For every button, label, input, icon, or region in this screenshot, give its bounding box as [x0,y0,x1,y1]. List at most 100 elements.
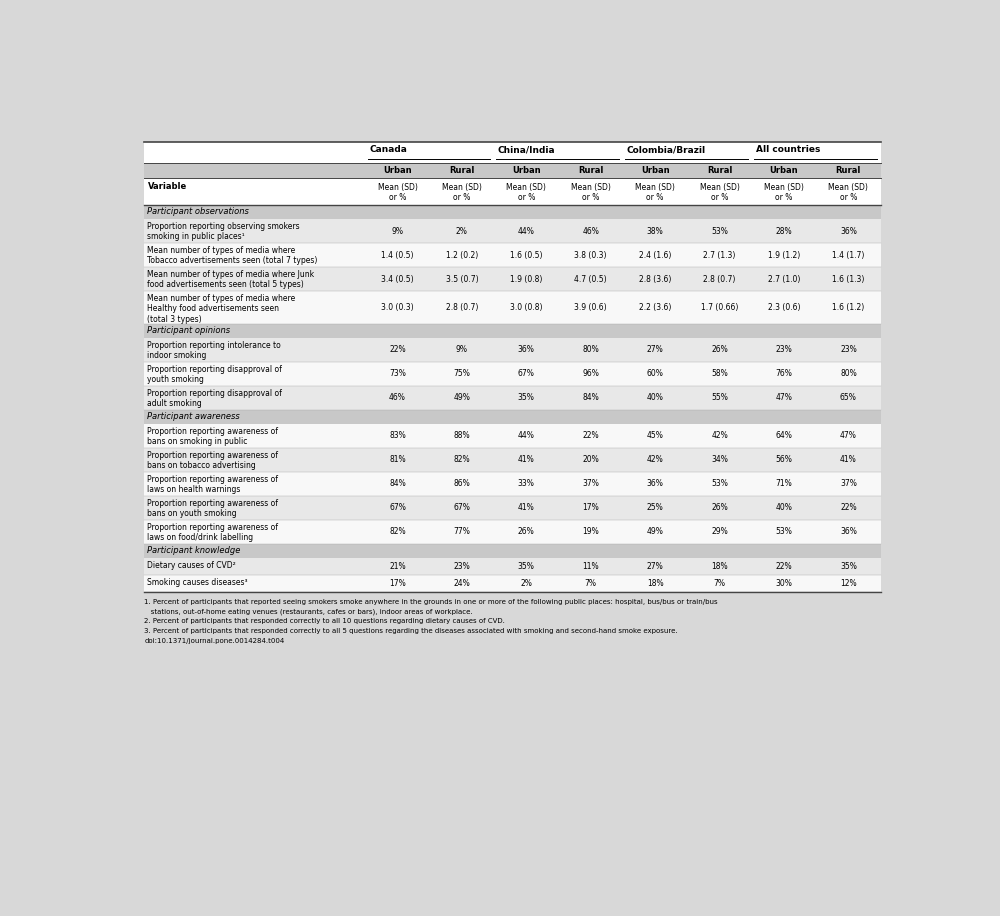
Text: 44%: 44% [518,431,535,441]
Text: Proportion reporting disapproval of
adult smoking: Proportion reporting disapproval of adul… [147,388,282,408]
Text: 35%: 35% [518,562,535,571]
Text: 82%: 82% [389,528,406,536]
Text: 37%: 37% [840,479,857,488]
Text: 45%: 45% [647,431,664,441]
Text: 35%: 35% [840,562,857,571]
Text: 46%: 46% [582,227,599,235]
Text: Participant opinions: Participant opinions [147,326,231,334]
Text: Urban: Urban [512,166,541,175]
Text: Proportion reporting awareness of
bans on youth smoking: Proportion reporting awareness of bans o… [147,498,278,518]
Text: 23%: 23% [776,345,792,354]
Bar [144,448,881,472]
Text: 27%: 27% [647,562,664,571]
Text: 23%: 23% [454,562,470,571]
Text: 21%: 21% [389,562,406,571]
Text: 71%: 71% [776,479,792,488]
Text: 7%: 7% [714,579,726,588]
Text: Rural: Rural [836,166,861,175]
Bar [144,386,881,409]
Text: 26%: 26% [711,503,728,512]
Text: 84%: 84% [582,393,599,402]
Text: 2.4 (1.6): 2.4 (1.6) [639,251,671,260]
Text: 77%: 77% [453,528,470,536]
Text: doi:10.1371/journal.pone.0014284.t004: doi:10.1371/journal.pone.0014284.t004 [144,638,285,644]
Text: Mean (SD)
or %: Mean (SD) or % [442,182,482,202]
Text: Urban: Urban [770,166,798,175]
Text: 9%: 9% [391,227,403,235]
Text: 83%: 83% [389,431,406,441]
Text: Participant knowledge: Participant knowledge [147,546,241,555]
Bar [144,574,881,592]
Text: Proportion reporting awareness of
laws on food/drink labelling: Proportion reporting awareness of laws o… [147,522,278,542]
Text: 3. Percent of participants that responded correctly to all 5 questions regarding: 3. Percent of participants that responde… [144,628,678,635]
Text: 2.3 (0.6): 2.3 (0.6) [768,303,800,312]
Text: Mean number of types of media where Junk
food advertisements seen (total 5 types: Mean number of types of media where Junk… [147,270,315,289]
Text: 35%: 35% [518,393,535,402]
Text: Mean (SD)
or %: Mean (SD) or % [506,182,546,202]
Bar [144,409,881,424]
Text: stations, out-of-home eating venues (restaurants, cafes or bars), indoor areas o: stations, out-of-home eating venues (res… [144,608,473,615]
Text: 56%: 56% [776,455,792,464]
Text: 2.7 (1.3): 2.7 (1.3) [703,251,736,260]
Bar [144,179,881,205]
Text: Proportion reporting disapproval of
youth smoking: Proportion reporting disapproval of yout… [147,365,282,384]
Text: 2.2 (3.6): 2.2 (3.6) [639,303,671,312]
Text: All countries: All countries [756,146,820,154]
Text: 96%: 96% [582,369,599,378]
Text: 80%: 80% [840,369,857,378]
Text: 2%: 2% [520,579,532,588]
Text: 73%: 73% [389,369,406,378]
Text: 3.9 (0.6): 3.9 (0.6) [574,303,607,312]
Text: 42%: 42% [711,431,728,441]
Text: 20%: 20% [582,455,599,464]
Text: Rural: Rural [578,166,603,175]
Text: 24%: 24% [454,579,470,588]
Bar [144,558,881,574]
Text: Participant awareness: Participant awareness [147,412,240,420]
Text: Colombia/Brazil: Colombia/Brazil [627,146,706,154]
Text: 76%: 76% [776,369,792,378]
Text: 9%: 9% [456,345,468,354]
Text: China/India: China/India [498,146,556,154]
Text: 18%: 18% [711,562,728,571]
Text: 49%: 49% [453,393,470,402]
Text: 1.2 (0.2): 1.2 (0.2) [446,251,478,260]
Text: Mean (SD)
or %: Mean (SD) or % [571,182,611,202]
Text: 3.8 (0.3): 3.8 (0.3) [574,251,607,260]
Text: 2. Percent of participants that responded correctly to all 10 questions regardin: 2. Percent of participants that responde… [144,618,505,625]
Text: 2.8 (0.7): 2.8 (0.7) [446,303,478,312]
Text: 41%: 41% [518,455,535,464]
Text: 40%: 40% [776,503,792,512]
Text: 1.4 (0.5): 1.4 (0.5) [381,251,414,260]
Bar [144,163,881,179]
Text: 36%: 36% [647,479,664,488]
Bar [144,205,881,219]
Text: 53%: 53% [711,479,728,488]
Text: 22%: 22% [389,345,406,354]
Text: Proportion reporting awareness of
bans on tobacco advertising: Proportion reporting awareness of bans o… [147,451,278,470]
Text: Mean (SD)
or %: Mean (SD) or % [828,182,868,202]
Text: 65%: 65% [840,393,857,402]
Bar [144,519,881,544]
Text: 17%: 17% [582,503,599,512]
Bar [144,338,881,362]
Text: Participant observations: Participant observations [147,207,249,216]
Text: Smoking causes diseases³: Smoking causes diseases³ [147,578,248,586]
Text: 58%: 58% [711,369,728,378]
Text: Canada: Canada [369,146,407,154]
Text: 3.5 (0.7): 3.5 (0.7) [446,275,478,284]
Text: 1.9 (0.8): 1.9 (0.8) [510,275,542,284]
Text: 37%: 37% [582,479,599,488]
Text: Urban: Urban [383,166,412,175]
Text: 40%: 40% [647,393,664,402]
Text: 33%: 33% [518,479,535,488]
Bar [144,323,881,338]
Bar [144,496,881,519]
Text: 46%: 46% [389,393,406,402]
Text: 30%: 30% [776,579,792,588]
Text: 41%: 41% [518,503,535,512]
Text: Mean (SD)
or %: Mean (SD) or % [378,182,417,202]
Text: Proportion reporting awareness of
bans on smoking in public: Proportion reporting awareness of bans o… [147,427,278,446]
Text: 1.4 (1.7): 1.4 (1.7) [832,251,865,260]
Text: 26%: 26% [518,528,535,536]
